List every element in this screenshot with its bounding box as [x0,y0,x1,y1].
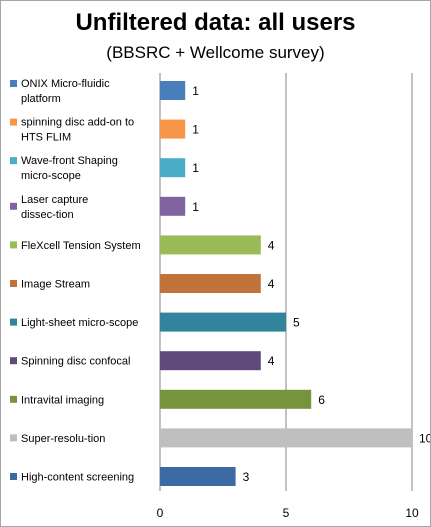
data-label: 6 [318,393,325,407]
data-label: 1 [192,123,199,137]
legend-swatch [10,395,17,403]
data-label: 4 [268,277,275,291]
x-tick-label: 10 [405,506,419,520]
data-label: 3 [243,470,250,484]
legend-label: High-content screening [21,472,134,484]
legend-label: Light-sheet micro-scope [21,317,138,329]
legend-swatch [10,241,17,249]
data-label: 10 [419,431,430,445]
legend-swatch [10,357,17,365]
data-label: 4 [268,238,275,252]
data-label: 1 [192,200,199,214]
legend-label: Intravital imaging [21,394,104,406]
legend-label: Spinning disc confocal [21,356,130,368]
data-label: 1 [192,161,199,175]
bar [160,389,312,409]
legend-label: spinning disc add-on to HTS FLIM [21,117,134,144]
legend-swatch [10,202,17,210]
legend-label: Laser capture dissec-tion [21,194,88,221]
legend-label: ONIX Micro-fluidic platform [21,78,110,105]
bar [160,274,261,293]
chart-subtitle: (BBSRC + Wellcome survey) [106,43,325,62]
bar [160,196,186,216]
legend-swatch [10,473,17,480]
bar [160,428,412,448]
bar [160,467,236,486]
legend-swatch [10,280,17,287]
legend-swatch [10,434,17,442]
legend-label: Image Stream [21,279,90,291]
legend-swatch [10,318,17,326]
bar [160,235,261,255]
bar [160,158,186,178]
bar [160,81,186,100]
x-tick-label: 5 [283,506,290,520]
bar [160,351,261,371]
chart-title: Unfiltered data: all users [75,9,356,36]
legend-label: FleXcell Tension System [21,240,141,252]
legend-label: Wave-front Shaping micro-scope [21,155,118,182]
data-label: 5 [293,316,300,330]
legend-swatch [10,157,17,165]
data-label: 1 [192,84,199,98]
data-label: 4 [268,354,275,368]
legend-swatch [10,118,17,126]
bar [160,312,286,332]
legend-swatch [10,80,17,87]
bar [160,119,186,139]
legend-label: Super-resolu-tion [21,433,105,445]
x-tick-label: 0 [157,506,164,520]
